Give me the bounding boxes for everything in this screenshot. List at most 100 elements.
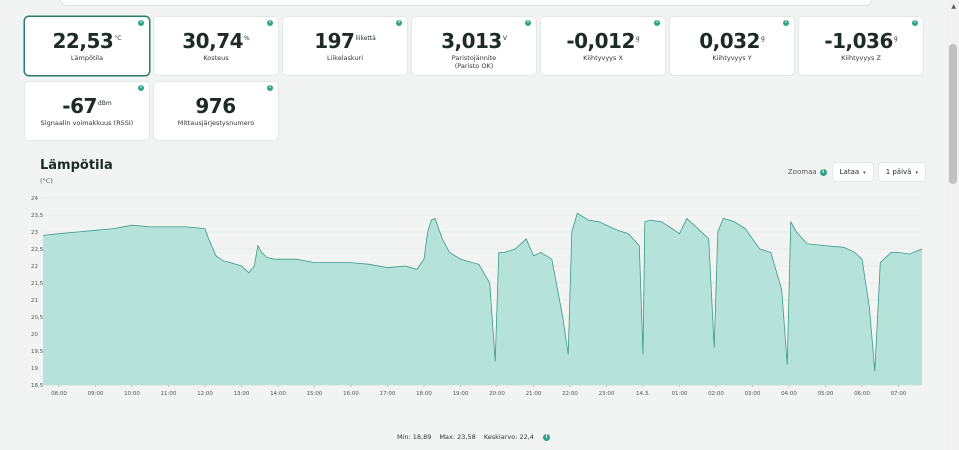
metric-unit: g: [893, 35, 898, 42]
vertical-scrollbar[interactable]: ▲: [947, 0, 959, 450]
scroll-up-icon[interactable]: ▲: [951, 3, 956, 10]
metric-unit: °C: [114, 35, 122, 42]
x-tick-label: 15:00: [307, 391, 323, 397]
metric-value: 22,53°C: [52, 29, 122, 53]
metric-unit: liikettä: [355, 35, 376, 42]
metric-value: 3,013V: [441, 29, 507, 53]
stat-min: Min: 18,89: [396, 433, 432, 441]
metric-value: 30,74%: [182, 29, 250, 53]
x-tick-label: 09:00: [88, 391, 104, 397]
y-tick-label: 18,5: [31, 383, 44, 389]
stat-avg: Keskiarvo: 22,4: [483, 433, 534, 441]
info-icon[interactable]: i: [267, 85, 273, 91]
y-tick-label: 20: [31, 332, 38, 338]
metric-label: Mittausjärjestysnumero: [177, 119, 255, 127]
metric-value: -0,012g: [566, 29, 640, 53]
info-icon[interactable]: i: [396, 20, 402, 26]
x-tick-label: 14.3.: [636, 391, 650, 397]
x-tick-label: 08:00: [51, 391, 67, 397]
range-dropdown[interactable]: 1 päivä ▾: [878, 163, 925, 181]
y-tick-label: 23: [31, 230, 38, 236]
metric-tile[interactable]: i 197liikettä Liikelaskuri: [283, 17, 407, 75]
info-icon[interactable]: i: [525, 20, 531, 26]
metric-label: Signaalin voimakkuus (RSSI): [40, 119, 134, 127]
info-icon[interactable]: i: [783, 20, 789, 26]
load-dropdown[interactable]: Lataa ▾: [832, 163, 873, 181]
x-tick-label: 13:00: [234, 391, 250, 397]
metric-value: 0,032g: [699, 29, 765, 53]
metric-tile[interactable]: i 22,53°C Lämpötila: [25, 17, 149, 75]
y-tick-label: 19,5: [31, 349, 44, 355]
temperature-chart[interactable]: 24 23,5 23 22,5 22 21,5 21 20,5 20 19,5 19 18,5 08:0…: [0, 190, 947, 408]
x-tick-label: 22:00: [562, 391, 578, 397]
x-tick-label: 17:00: [380, 391, 396, 397]
x-tick-label: 12:00: [197, 391, 213, 397]
x-tick-label: 14:00: [270, 391, 286, 397]
metric-label: Kiihtyvyys Y: [712, 54, 752, 62]
stat-max: Max: 23,58: [439, 433, 476, 441]
metric-label: Kiihtyvyys Z: [841, 54, 881, 62]
top-bar-edge: [60, 0, 872, 6]
series-area: [43, 213, 922, 385]
metric-label: Kosteus: [203, 54, 229, 62]
y-tick-label: 24: [31, 196, 38, 202]
chevron-down-icon: ▾: [863, 170, 866, 176]
x-tick-label: 02:00: [708, 391, 724, 397]
chart-stats: Min: 18,89 Max: 23,58 Keskiarvo: 22,4 i: [0, 433, 947, 441]
y-tick-label: 21,5: [31, 281, 44, 287]
x-tick-label: 11:00: [161, 391, 177, 397]
chart-controls: Zoomaa i Lataa ▾ 1 päivä ▾: [788, 163, 925, 181]
y-tick-label: 22: [31, 264, 38, 270]
info-icon[interactable]: i: [912, 20, 918, 26]
metric-value: -67dBm: [62, 94, 112, 118]
metric-unit: V: [502, 35, 507, 42]
metric-unit: %: [244, 35, 250, 42]
y-tick-label: 22,5: [31, 247, 44, 253]
x-tick-label: 05:00: [818, 391, 834, 397]
metric-unit: dBm: [97, 100, 112, 107]
x-tick-label: 06:00: [854, 391, 870, 397]
metric-label: Lämpötila: [70, 54, 104, 62]
x-tick-label: 07:00: [891, 391, 907, 397]
x-tick-label: 20:00: [489, 391, 505, 397]
y-tick-label: 20,5: [31, 315, 44, 321]
x-tick-label: 19:00: [453, 391, 469, 397]
zoom-info-icon[interactable]: i: [819, 168, 827, 176]
metric-label: Liikelaskuri: [326, 54, 364, 62]
x-tick-label: 23:00: [599, 391, 615, 397]
x-tick-label: 16:00: [343, 391, 359, 397]
metric-value: -1,036g: [824, 29, 898, 53]
info-icon[interactable]: i: [138, 20, 144, 26]
scrollbar-thumb[interactable]: [949, 44, 957, 184]
y-tick-label: 21: [31, 298, 38, 304]
stats-info-icon[interactable]: i: [543, 433, 551, 441]
x-tick-label: 04:00: [781, 391, 797, 397]
metric-value: 976: [195, 94, 236, 118]
x-tick-label: 10:00: [124, 391, 140, 397]
x-tick-label: 01:00: [672, 391, 688, 397]
x-tick-label: 21:00: [526, 391, 542, 397]
metric-tile[interactable]: i 30,74% Kosteus: [154, 17, 278, 75]
metric-tile[interactable]: i -1,036g Kiihtyvyys Z: [799, 17, 923, 75]
metric-tile[interactable]: i -0,012g Kiihtyvyys X: [541, 17, 665, 75]
y-tick-label: 19: [31, 366, 38, 372]
metric-tile[interactable]: i -67dBm Signaalin voimakkuus (RSSI): [25, 82, 149, 140]
chart-y-unit: (°C): [40, 177, 53, 185]
zoom-label: Zoomaa i: [788, 168, 827, 176]
metric-tile[interactable]: i 976 Mittausjärjestysnumero: [154, 82, 278, 140]
x-tick-label: 18:00: [416, 391, 432, 397]
info-icon[interactable]: i: [654, 20, 660, 26]
metric-label: Paristojännite (Paristo OK): [451, 54, 497, 70]
metric-unit: g: [760, 35, 765, 42]
info-icon[interactable]: i: [267, 20, 273, 26]
y-tick-label: 23,5: [31, 213, 44, 219]
series-line: [42, 212, 923, 372]
metric-unit: g: [635, 35, 640, 42]
chart-title: Lämpötila: [40, 158, 113, 173]
info-icon[interactable]: i: [138, 85, 144, 91]
metric-value: 197liikettä: [314, 29, 376, 53]
x-tick-label: 03:00: [745, 391, 761, 397]
chevron-down-icon: ▾: [915, 170, 918, 176]
metric-tile[interactable]: i 3,013V Paristojännite (Paristo OK): [412, 17, 536, 75]
metric-tile[interactable]: i 0,032g Kiihtyvyys Y: [670, 17, 794, 75]
